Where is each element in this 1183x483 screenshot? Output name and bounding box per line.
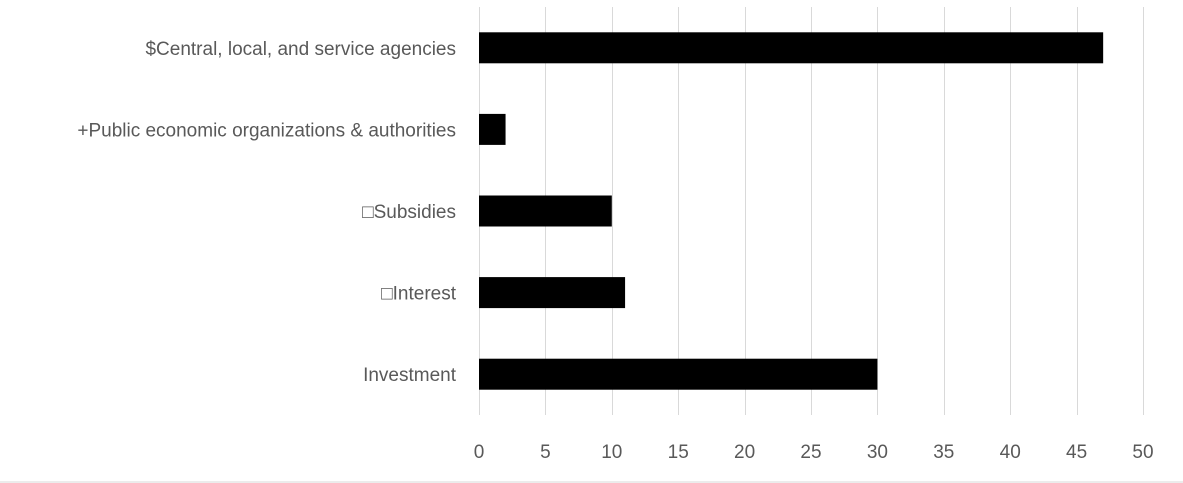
category-label: Investment	[363, 365, 457, 386]
category-label: $Central, local, and service agencies	[145, 39, 456, 60]
bar	[479, 113, 506, 145]
category-label: □Interest	[381, 284, 457, 305]
bar	[479, 195, 612, 227]
bar	[479, 358, 878, 390]
x-tick-label: 35	[933, 442, 954, 463]
bars	[479, 32, 1104, 390]
x-tick-label: 30	[867, 442, 888, 463]
x-tick-label: 25	[800, 442, 821, 463]
x-axis-tick-labels: 0 5 10 15 20 25 30 35 40 45 50	[474, 442, 1154, 463]
category-labels: $Central, local, and service agencies +Pu…	[77, 39, 456, 386]
category-label: +Public economic organizations & authori…	[77, 120, 456, 141]
bar	[479, 32, 1104, 64]
x-tick-label: 20	[734, 442, 755, 463]
grid-lines	[479, 7, 1144, 415]
x-tick-label: 45	[1066, 442, 1087, 463]
x-tick-label: 0	[474, 442, 485, 463]
x-tick-label: 40	[1000, 442, 1021, 463]
x-tick-label: 10	[601, 442, 622, 463]
category-label: □Subsidies	[362, 202, 456, 223]
x-tick-label: 5	[540, 442, 551, 463]
x-tick-label: 50	[1132, 442, 1153, 463]
bar	[479, 277, 626, 309]
x-tick-label: 15	[668, 442, 689, 463]
